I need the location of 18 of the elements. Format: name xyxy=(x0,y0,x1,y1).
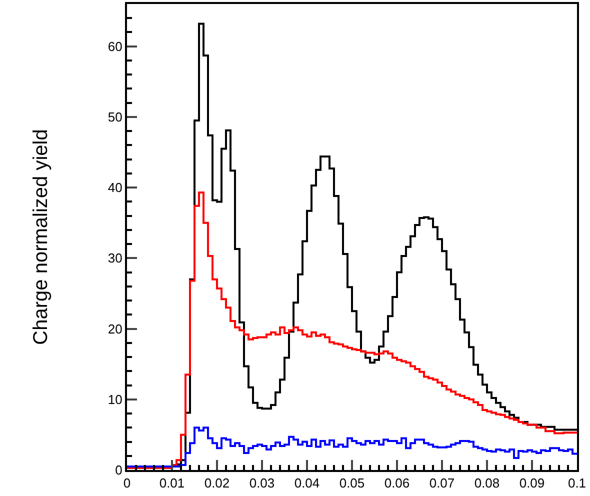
x-tick-label: 0.07 xyxy=(429,476,455,491)
x-tick-label: 0.09 xyxy=(519,476,545,491)
x-tick-label: 0.08 xyxy=(474,476,500,491)
x-tick-label: 0.02 xyxy=(204,476,230,491)
x-tick-label: 0.1 xyxy=(568,476,586,491)
y-tick-label: 10 xyxy=(108,392,122,407)
y-tick-label: 0 xyxy=(115,462,122,478)
x-tick-label: 0.03 xyxy=(249,476,275,491)
x-tick-label: 0.05 xyxy=(339,476,365,491)
x-tick-label: 0.04 xyxy=(294,476,320,491)
y-tick-label: 20 xyxy=(108,321,122,336)
x-tick-label: 0.01 xyxy=(159,476,185,491)
y-tick-label: 60 xyxy=(108,38,122,54)
x-tick-label: 0.06 xyxy=(384,476,410,491)
y-tick-label: 50 xyxy=(108,110,122,125)
y-axis-title: Charge normalized yield xyxy=(30,129,52,345)
y-tick-label: 40 xyxy=(108,180,122,196)
y-tick-label: 30 xyxy=(108,250,122,266)
